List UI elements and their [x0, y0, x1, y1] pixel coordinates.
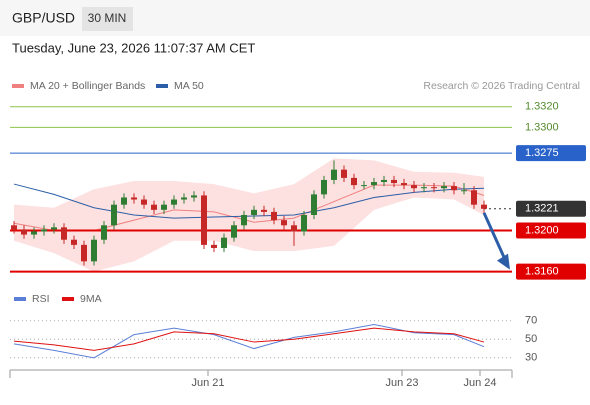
level-tag: [516, 263, 586, 280]
candle-body: [31, 231, 37, 235]
legend-label: MA 20 + Bollinger Bands: [30, 80, 145, 92]
candle-body: [91, 239, 97, 262]
rsi-line: [13, 327, 485, 351]
candle-body: [121, 197, 127, 205]
legend-label: 9MA: [80, 293, 102, 305]
candle-body: [221, 237, 227, 248]
legend-label: RSI: [32, 293, 50, 305]
level-label: 1.3221: [525, 203, 559, 215]
rsi-line: [13, 323, 485, 359]
candle-body: [161, 204, 167, 210]
candle-body: [151, 204, 157, 210]
candle-body: [21, 229, 27, 235]
y-tick-label: 70: [525, 315, 537, 327]
candle-body: [431, 187, 437, 189]
legend-swatch: [12, 84, 24, 88]
x-tick-label: Jun 21: [191, 377, 224, 389]
symbol: GBP/USD: [12, 10, 75, 26]
level-label: 1.3160: [525, 266, 559, 278]
candle-body: [101, 225, 107, 240]
legend-swatch: [14, 297, 26, 301]
y-tick-label: 50: [525, 333, 537, 345]
candle-body: [321, 179, 327, 195]
candle-body: [201, 195, 207, 245]
x-tick-label: Jun 23: [385, 377, 418, 389]
candle-body: [381, 179, 387, 183]
level-tag: [516, 200, 586, 217]
candle-body: [331, 169, 337, 180]
candle-body: [271, 211, 277, 221]
candle-body: [181, 197, 187, 200]
candle-body: [111, 204, 117, 226]
candle-body: [471, 190, 477, 205]
candle-body: [361, 185, 367, 187]
candle-body: [131, 197, 137, 200]
candle-body: [441, 186, 447, 189]
credit: Research © 2026 Trading Central: [423, 80, 580, 92]
forecast-arrow: [482, 212, 508, 263]
candle-body: [171, 199, 177, 205]
candle-body: [411, 185, 417, 189]
candle-body: [391, 179, 397, 184]
legend-swatch: [62, 297, 74, 301]
candle-body: [301, 214, 307, 232]
candle-body: [241, 214, 247, 226]
candle-body: [191, 195, 197, 198]
candle-body: [251, 209, 257, 215]
timeframe-button[interactable]: [82, 7, 133, 31]
candle-body: [351, 177, 357, 186]
level-label: 1.3200: [525, 224, 559, 236]
candle-body: [371, 182, 377, 186]
y-tick-label: 30: [525, 352, 537, 364]
level-tag: [516, 145, 586, 162]
candle-body: [401, 183, 407, 186]
timeframe[interactable]: 30 MIN: [88, 11, 127, 25]
candle-body: [451, 186, 457, 191]
candle-body: [261, 209, 267, 212]
candle-body: [421, 187, 427, 189]
candle-body: [461, 190, 467, 192]
candle-body: [51, 227, 57, 230]
legend-label: MA 50: [174, 80, 204, 92]
level-label: 1.3275: [525, 147, 559, 159]
level-tag: [516, 222, 586, 239]
candle-body: [311, 194, 317, 215]
datetime: Tuesday, June 23, 2026 11:07:37 AM CET: [12, 40, 255, 55]
candle-body: [61, 227, 67, 240]
arrow-head: [497, 253, 510, 270]
level-label: 1.3320: [525, 101, 559, 113]
candle-body: [281, 220, 287, 226]
candle-body: [231, 225, 237, 238]
candle-body: [341, 169, 347, 178]
candle-body: [41, 229, 47, 232]
candle-body: [11, 225, 17, 230]
candle-body: [81, 244, 87, 262]
candle-body: [71, 239, 77, 245]
x-tick-label: Jun 24: [463, 377, 496, 389]
candle-body: [481, 204, 487, 209]
candle-body: [141, 199, 147, 205]
candle-body: [291, 225, 297, 232]
level-label: 1.3300: [525, 121, 559, 133]
bollinger-band: [14, 158, 484, 272]
legend-swatch: [156, 84, 168, 88]
candle-body: [211, 244, 217, 248]
